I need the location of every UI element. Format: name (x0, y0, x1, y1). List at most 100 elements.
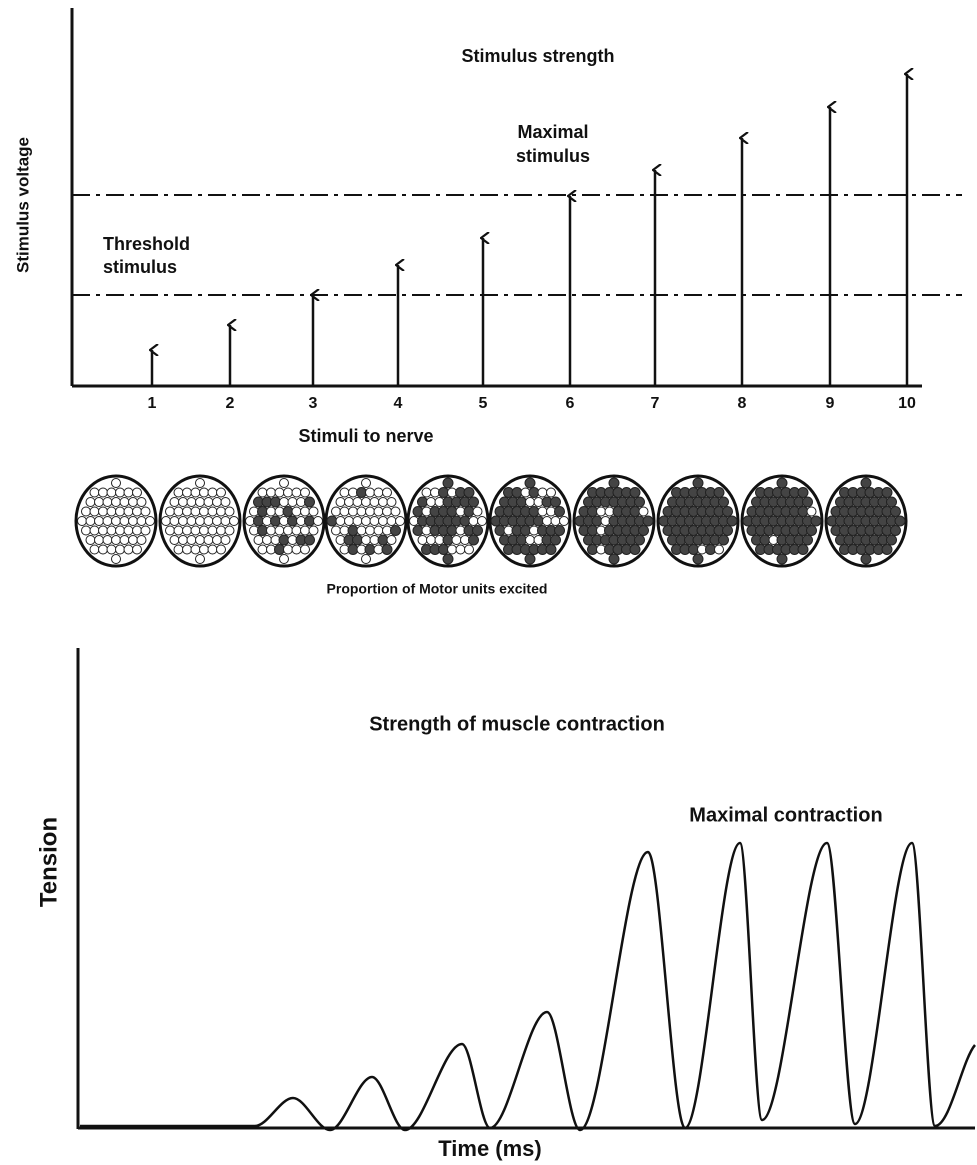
motor-unit (166, 526, 175, 535)
motor-unit (362, 555, 371, 564)
motor-unit (443, 554, 453, 564)
motor-unit (99, 507, 108, 516)
threshold-label: Threshold (103, 234, 190, 254)
motor-unit (213, 517, 222, 526)
title: Strength of muscle contraction (369, 713, 665, 735)
y-label: Stimulus voltage (13, 137, 32, 273)
motor-unit (200, 507, 209, 516)
motor-unit (267, 526, 276, 535)
motor-unit (196, 517, 205, 526)
motor-unit (887, 497, 897, 507)
motor-unit (538, 488, 547, 497)
motor-unit (124, 526, 133, 535)
motor-unit (597, 507, 606, 516)
motor-unit (162, 517, 171, 526)
motor-unit (133, 488, 142, 497)
muscle-section (408, 476, 488, 566)
x-tick-label: 8 (738, 395, 747, 412)
motor-unit (882, 545, 892, 555)
motor-unit (798, 488, 808, 498)
motor-unit (129, 517, 138, 526)
motor-unit (366, 488, 375, 497)
motor-unit (275, 488, 284, 497)
motor-unit (280, 555, 289, 564)
muscle-section (742, 476, 822, 566)
motor-unit (546, 545, 556, 555)
x-label: Time (ms) (438, 1136, 542, 1161)
motor-unit (179, 517, 188, 526)
motor-unit (630, 545, 640, 555)
motor-unit (86, 498, 95, 507)
motor-unit (200, 526, 209, 535)
motor-unit (798, 545, 808, 555)
motor-unit (204, 536, 213, 545)
muscle-section (326, 476, 406, 566)
motor-unit (196, 555, 205, 564)
motor-unit (301, 488, 310, 497)
motor-unit (803, 535, 813, 545)
tension-trace (80, 843, 975, 1130)
motor-unit (103, 498, 112, 507)
motor-unit (370, 498, 379, 507)
motor-unit (391, 507, 400, 516)
motor-unit (643, 516, 653, 526)
motor-unit (714, 488, 724, 498)
x-tick-label: 7 (651, 395, 660, 412)
motor-unit (639, 526, 649, 536)
motor-unit (427, 536, 436, 545)
motor-unit (362, 536, 371, 545)
motor-unit (525, 478, 535, 488)
motor-unit (141, 507, 150, 516)
motor-unit (383, 488, 392, 497)
motor-unit (379, 498, 388, 507)
motor-unit (693, 554, 703, 564)
motor-unit (254, 536, 263, 545)
y-label: Tension (35, 817, 62, 907)
motor-unit (208, 526, 217, 535)
motor-unit (418, 536, 427, 545)
motor-unit (635, 535, 645, 545)
motor-unit (891, 507, 901, 517)
motor-unit (112, 555, 121, 564)
motor-unit (90, 545, 99, 554)
muscle-section (160, 476, 240, 566)
x-tick-label: 1 (148, 395, 157, 412)
motor-unit (107, 545, 116, 554)
motor-unit (362, 517, 371, 526)
motor-unit (99, 488, 108, 497)
motor-unit (861, 554, 871, 564)
motor-unit (379, 517, 388, 526)
motor-unit (292, 507, 301, 516)
motor-unit (221, 498, 230, 507)
motor-unit (112, 498, 121, 507)
motor-unit (284, 488, 293, 497)
motor-unit (891, 526, 901, 536)
x-tick-label: 4 (394, 395, 403, 412)
muscle-section (574, 476, 654, 566)
figure: Stimulus strength Maximal stimulus Thres… (0, 0, 977, 1165)
motor-unit (301, 507, 310, 516)
motor-units: Proportion of Motor units excited (76, 476, 906, 597)
motor-unit (452, 536, 461, 545)
motor-unit (196, 536, 205, 545)
motor-unit (200, 488, 209, 497)
motor-unit (525, 554, 535, 564)
motor-unit (107, 507, 116, 516)
x-tick-label: 5 (479, 395, 488, 412)
motor-unit (187, 536, 196, 545)
motor-unit (263, 536, 272, 545)
motor-unit (374, 488, 383, 497)
motor-unit (120, 517, 129, 526)
motor-unit (305, 535, 315, 545)
motor-unit (427, 498, 436, 507)
motor-unit (137, 536, 146, 545)
motor-unit (336, 517, 345, 526)
motor-unit (204, 517, 213, 526)
motor-unit (448, 545, 457, 554)
motor-unit (777, 478, 787, 488)
motor-unit (112, 536, 121, 545)
motor-unit (340, 488, 349, 497)
motor-unit (208, 507, 217, 516)
maximal-label: stimulus (516, 146, 590, 166)
motor-unit (217, 545, 226, 554)
